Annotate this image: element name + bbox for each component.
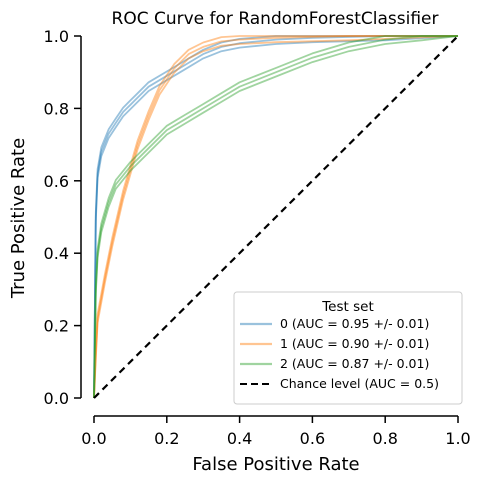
y-tick-label-0: 0.0 <box>44 389 69 408</box>
x-tick-label-4: 0.8 <box>372 429 397 448</box>
series-0 <box>93 35 459 399</box>
plot-lines <box>93 35 459 399</box>
legend-entry-1: 1 (AUC = 0.90 +/- 0.01) <box>280 336 429 351</box>
series-2-fold-0 <box>93 35 458 399</box>
series-0-fold-2 <box>93 35 459 399</box>
legend-title: Test set <box>321 299 374 315</box>
series-2 <box>93 35 459 399</box>
series-0-fold-0 <box>93 35 458 399</box>
x-tick-label-1: 0.2 <box>154 429 179 448</box>
x-axis-title: False Positive Rate <box>192 454 359 475</box>
series-1-fold-1 <box>93 35 458 399</box>
y-tick-label-3: 0.6 <box>44 172 69 191</box>
series-2-fold-1 <box>93 35 458 399</box>
legend-entry-0: 0 (AUC = 0.95 +/- 0.01) <box>280 316 429 331</box>
series-3 <box>93 35 459 399</box>
y-tick-label-4: 0.8 <box>44 99 69 118</box>
legend-entry-3: Chance level (AUC = 0.5) <box>280 376 439 391</box>
chart-title: ROC Curve for RandomForestClassifier <box>112 9 439 29</box>
y-axis-title: True Positive Rate <box>8 138 29 299</box>
x-tick-label-3: 0.6 <box>300 429 325 448</box>
x-tick-label-0: 0.0 <box>81 429 106 448</box>
series-2-fold-2 <box>93 35 459 399</box>
x-tick-label-2: 0.4 <box>227 429 252 448</box>
axes: 0.0 0.2 0.4 0.6 0.8 1.0 0.0 0.2 0.4 0.6 0.8 1.0 <box>44 27 471 448</box>
series-1-fold-0 <box>93 35 458 399</box>
x-tick-label-5: 1.0 <box>445 429 470 448</box>
y-tick-label-5: 1.0 <box>44 27 69 46</box>
legend-box <box>233 291 463 405</box>
series-0-fold-1 <box>93 35 458 399</box>
series-1-fold-2 <box>93 35 459 399</box>
chance-level-line <box>93 35 459 399</box>
legend-entry-2: 2 (AUC = 0.87 +/- 0.01) <box>280 356 429 371</box>
series-1 <box>93 35 459 399</box>
y-tick-label-1: 0.2 <box>44 317 69 336</box>
y-tick-label-2: 0.4 <box>44 244 69 263</box>
